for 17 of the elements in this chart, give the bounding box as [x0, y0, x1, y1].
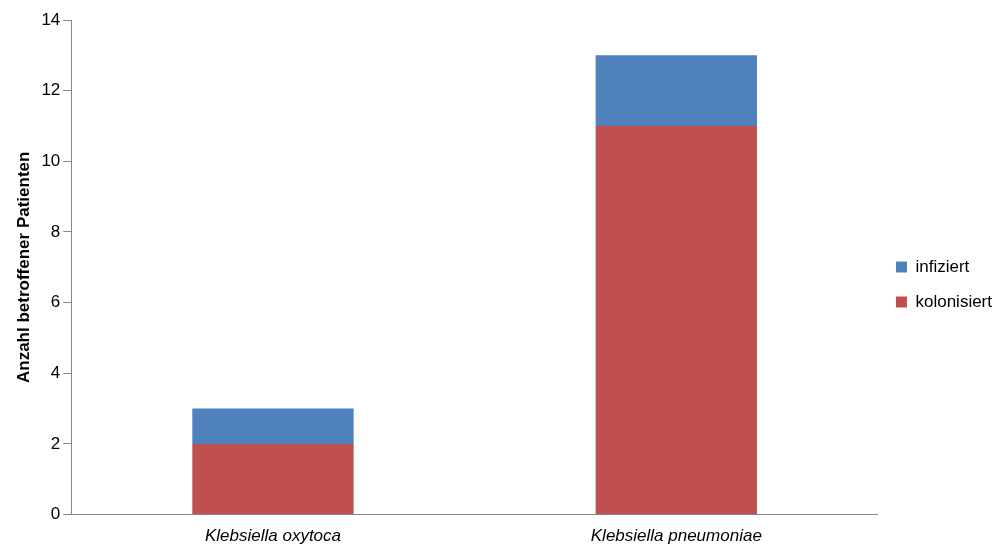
y-axis-title: Anzahl betroffener Patienten	[13, 151, 33, 384]
y-tick-label: 10	[41, 151, 61, 170]
y-tick-label: 8	[50, 221, 61, 241]
y-tick-label: 12	[41, 80, 61, 100]
bar	[192, 443, 354, 515]
bar	[595, 125, 757, 515]
bar	[595, 55, 757, 126]
y-tick-label: 2	[50, 433, 61, 453]
y-tick-label: 14	[41, 9, 61, 29]
legend-label: infiziert	[915, 256, 970, 276]
y-tick-label: 0	[50, 504, 61, 524]
y-tick-label: 4	[50, 362, 61, 382]
bar	[192, 408, 354, 444]
legend-label: kolonisiert	[915, 291, 993, 311]
x-tick-label: Klebsiella pneumoniae	[590, 525, 762, 545]
x-tick-label: Klebsiella oxytoca	[204, 525, 342, 545]
y-tick-label: 6	[50, 292, 61, 312]
